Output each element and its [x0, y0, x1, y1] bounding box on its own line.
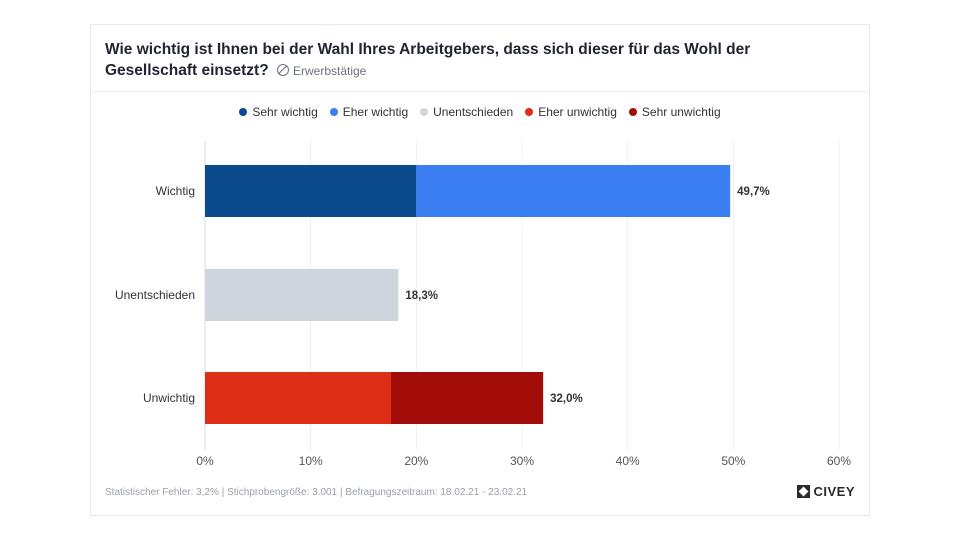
civey-logo-icon	[797, 485, 811, 498]
x-tick-label: 40%	[616, 454, 640, 465]
legend-item[interactable]: Unentschieden	[420, 105, 513, 119]
category-label: Unentschieden	[115, 288, 195, 302]
legend-label: Sehr unwichtig	[641, 105, 721, 119]
chart-card: Wie wichtig ist Ihnen bei der Wahl Ihres…	[90, 24, 870, 516]
category-label: Unwichtig	[143, 391, 195, 405]
legend-label: Eher wichtig	[342, 105, 409, 119]
bar-segment[interactable]	[205, 372, 391, 424]
legend-item[interactable]: Sehr unwichtig	[628, 105, 721, 119]
x-tick-label: 30%	[510, 454, 534, 465]
legend-dot-icon	[420, 108, 429, 116]
subtitle-text: Erwerbstätige	[292, 64, 367, 78]
data-label: 49,7%	[737, 186, 770, 198]
x-tick-label: 10%	[299, 454, 323, 465]
data-label: 18,3%	[405, 290, 438, 302]
x-tick-label: 60%	[827, 454, 851, 465]
filter-icon	[276, 64, 289, 76]
legend-dot-icon	[525, 108, 534, 116]
category-label: Wichtig	[156, 184, 195, 198]
logo-text: CIVEY	[813, 484, 855, 499]
title-text: Wie wichtig ist Ihnen bei der Wahl Ihres…	[105, 41, 751, 79]
x-tick-label: 20%	[404, 454, 428, 465]
legend: Sehr wichtig Eher wichtig Unentschieden Ehe…	[91, 105, 869, 119]
bar-chart: 0% 10% 20% 30% 40% 50% 60% Wichtig 49,7% Unentsch…	[115, 141, 851, 465]
footer-note: Statistischer Fehler: 3,2% | Stichproben…	[105, 487, 528, 498]
legend-label: Sehr wichtig	[252, 105, 318, 119]
legend-item[interactable]: Sehr wichtig	[239, 105, 318, 119]
legend-dot-icon	[628, 108, 637, 116]
legend-item[interactable]: Eher unwichtig	[525, 105, 617, 119]
bar-segment[interactable]	[416, 165, 731, 217]
civey-logo[interactable]: CIVEY	[797, 484, 855, 499]
bar-segment[interactable]	[205, 165, 417, 217]
x-tick-label: 0%	[196, 454, 214, 465]
data-label: 32,0%	[550, 393, 583, 405]
divider	[91, 91, 869, 92]
legend-dot-icon	[329, 108, 338, 116]
legend-label: Unentschieden	[433, 105, 514, 119]
subtitle[interactable]: Erwerbstätige	[276, 64, 367, 78]
chart-title: Wie wichtig ist Ihnen bei der Wahl Ihres…	[105, 39, 845, 82]
legend-dot-icon	[239, 108, 248, 116]
bar-segment[interactable]	[205, 269, 399, 321]
legend-label: Eher unwichtig	[538, 105, 617, 119]
legend-item[interactable]: Eher wichtig	[329, 105, 409, 119]
bar-segment[interactable]	[390, 372, 544, 424]
x-tick-label: 50%	[721, 454, 745, 465]
